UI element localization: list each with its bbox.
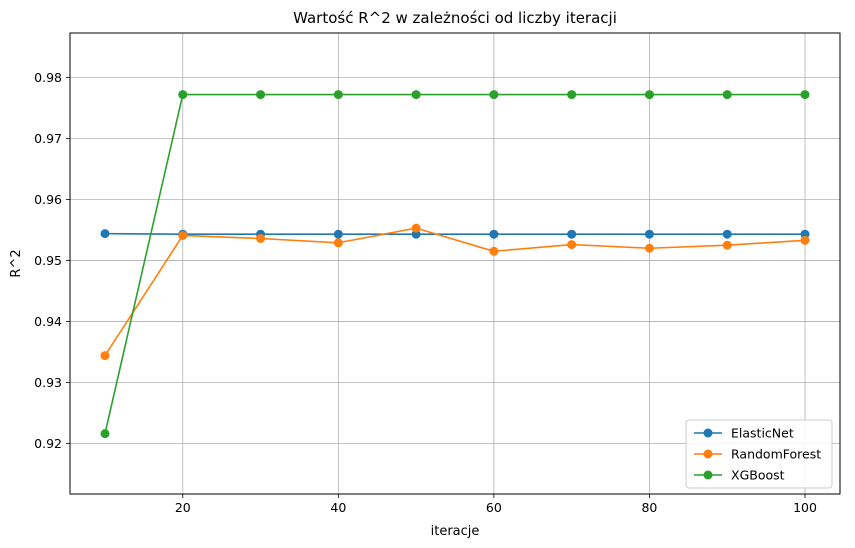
y-tick-label: 0.95 — [34, 253, 62, 268]
data-point — [489, 246, 499, 256]
series-line — [104, 232, 805, 236]
data-point — [722, 229, 732, 239]
y-tick-label: 0.97 — [34, 131, 62, 146]
legend-marker — [703, 449, 713, 459]
data-point — [644, 243, 654, 253]
series-line — [104, 227, 806, 357]
data-point — [489, 229, 499, 239]
data-point — [100, 429, 110, 439]
series-elasticnet — [100, 229, 810, 239]
data-point — [256, 233, 266, 243]
series-xgboost — [100, 90, 810, 439]
legend-item: ElasticNet — [694, 426, 794, 441]
data-point — [567, 240, 577, 250]
x-tick-label: 60 — [486, 500, 502, 515]
y-tick-label: 0.96 — [34, 192, 62, 207]
data-point — [489, 90, 499, 100]
y-tick-label: 0.98 — [34, 70, 62, 85]
x-tick-label: 40 — [330, 500, 346, 515]
data-point — [411, 90, 421, 100]
data-point — [411, 223, 421, 233]
series-layer — [100, 90, 810, 439]
data-point — [178, 230, 188, 240]
data-point — [333, 229, 343, 239]
data-point — [644, 229, 654, 239]
x-tick-label: 20 — [175, 500, 191, 515]
legend-label: XGBoost — [731, 468, 785, 483]
series-randomforest — [100, 223, 810, 361]
data-point — [256, 90, 266, 100]
x-tick-label: 80 — [641, 500, 657, 515]
plot-frame — [69, 32, 841, 495]
data-point — [100, 351, 110, 361]
series-line — [104, 93, 805, 434]
data-point — [800, 90, 810, 100]
ticks: 20 40 60 80 100 0.92 0.93 0.94 0.95 0.96 0.97 0.98 — [34, 70, 817, 515]
legend-item: XGBoost — [694, 468, 785, 483]
data-point — [722, 90, 732, 100]
legend-label: ElasticNet — [731, 426, 794, 441]
y-tick-label: 0.92 — [34, 436, 62, 451]
data-point — [178, 90, 188, 100]
data-point — [333, 238, 343, 248]
data-point — [567, 229, 577, 239]
x-tick-label: 100 — [793, 500, 817, 515]
data-point — [722, 240, 732, 250]
y-tick-label: 0.93 — [34, 375, 62, 390]
legend-item: RandomForest — [694, 447, 821, 462]
data-point — [644, 90, 654, 100]
legend-label: RandomForest — [731, 447, 821, 462]
y-axis-label: R^2 — [9, 249, 24, 277]
legend-marker — [703, 428, 713, 438]
legend-marker — [703, 470, 713, 480]
data-point — [333, 90, 343, 100]
legend: ElasticNet RandomForest XGBoost — [685, 419, 833, 489]
data-point — [800, 235, 810, 245]
chart-title: Wartość R^2 w zależności od liczby itera… — [293, 9, 617, 27]
data-point — [100, 229, 110, 239]
y-tick-label: 0.94 — [34, 314, 62, 329]
data-point — [567, 90, 577, 100]
x-axis-label: iteracje — [431, 524, 480, 539]
grid — [70, 33, 840, 494]
legend-box — [685, 419, 833, 489]
